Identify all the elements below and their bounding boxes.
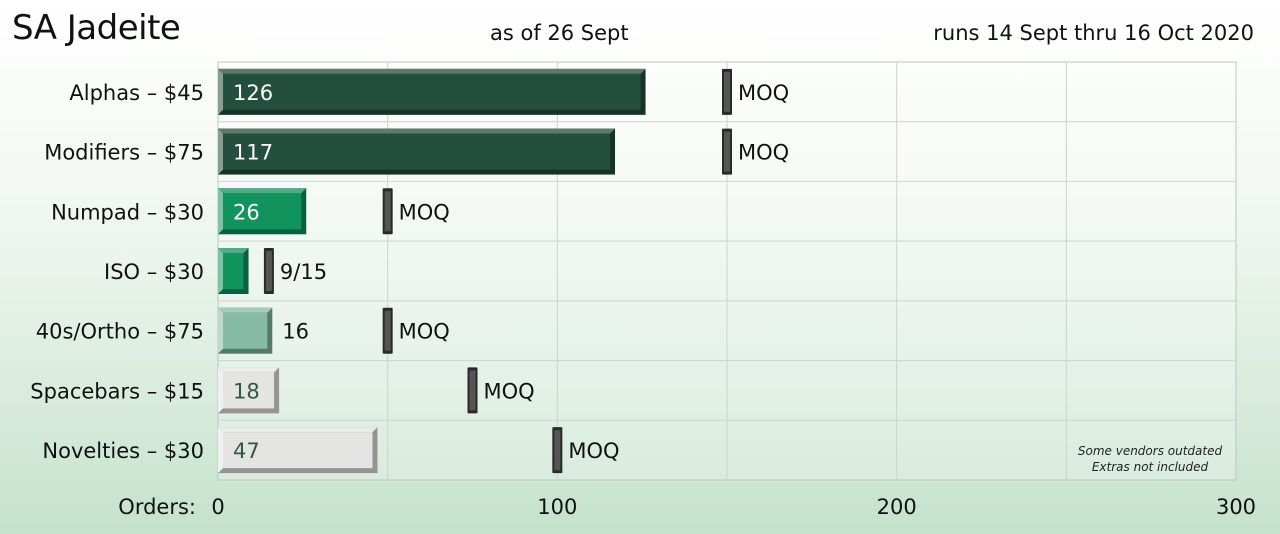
moq-label: MOQ xyxy=(738,141,789,165)
bar-bevel-left xyxy=(218,427,223,474)
category-label: ISO – $30 xyxy=(104,260,204,284)
category-label: Alphas – $45 xyxy=(69,81,204,105)
moq-marker-inner xyxy=(469,370,476,411)
moq-marker-inner xyxy=(384,310,391,351)
bar-bevel-left xyxy=(218,367,223,414)
chart-title: SA Jadeite xyxy=(12,8,181,48)
x-axis-label: Orders: xyxy=(118,495,196,519)
bar-bevel-top xyxy=(218,128,616,134)
category-label: Spacebars – $15 xyxy=(30,379,204,403)
moq-marker-inner xyxy=(384,191,391,232)
bar-bevel-left xyxy=(218,307,223,354)
bar-value-label: 16 xyxy=(282,320,309,344)
bar-bevel-top xyxy=(218,307,273,313)
bar xyxy=(223,73,641,110)
as-of-date: as of 26 Sept xyxy=(490,21,629,45)
footnote: Extras not included xyxy=(1092,460,1209,474)
moq-marker-inner xyxy=(265,251,272,291)
bar-value-label: 26 xyxy=(233,200,260,224)
bar-bevel-left xyxy=(218,68,223,115)
x-tick-label: 300 xyxy=(1216,495,1256,519)
category-label: 40s/Ortho – $75 xyxy=(36,320,204,344)
x-tick-label: 200 xyxy=(877,495,917,519)
x-tick-label: 0 xyxy=(211,495,224,519)
moq-marker-inner xyxy=(724,71,730,112)
bar xyxy=(223,312,268,349)
bar-bevel-top xyxy=(218,248,249,253)
bar xyxy=(223,133,611,170)
bar-bevel-top xyxy=(218,427,378,433)
bar-bevel-top xyxy=(218,68,646,74)
moq-label: MOQ xyxy=(484,379,535,403)
moq-label: MOQ xyxy=(399,320,450,344)
footnote: Some vendors outdated xyxy=(1078,444,1223,458)
bar xyxy=(223,432,373,469)
bar-bevel-left xyxy=(218,128,223,175)
bar-value-label: 18 xyxy=(233,379,260,403)
category-label: Modifiers – $75 xyxy=(44,141,204,165)
bar xyxy=(223,193,302,230)
bar-bevel-left xyxy=(218,188,223,235)
bar-bevel-top xyxy=(218,188,307,194)
moq-label: MOQ xyxy=(399,200,450,224)
bar-value-label: 126 xyxy=(233,81,273,105)
moq-marker-inner xyxy=(554,430,561,471)
moq-label: MOQ xyxy=(568,439,619,463)
bar-bevel-top xyxy=(218,367,280,373)
run-period: runs 14 Sept thru 16 Oct 2020 xyxy=(933,21,1254,45)
moq-label: 9/15 xyxy=(280,260,327,284)
bar-value-label: 47 xyxy=(233,439,260,463)
bar xyxy=(223,372,275,409)
moq-marker-inner xyxy=(724,131,730,172)
x-tick-label: 100 xyxy=(537,495,577,519)
category-label: Novelties – $30 xyxy=(42,439,204,463)
moq-label: MOQ xyxy=(738,81,789,105)
category-label: Numpad – $30 xyxy=(51,200,204,224)
bar-bevel-left xyxy=(218,248,223,294)
bar-value-label: 117 xyxy=(233,141,273,165)
bar xyxy=(223,253,244,289)
